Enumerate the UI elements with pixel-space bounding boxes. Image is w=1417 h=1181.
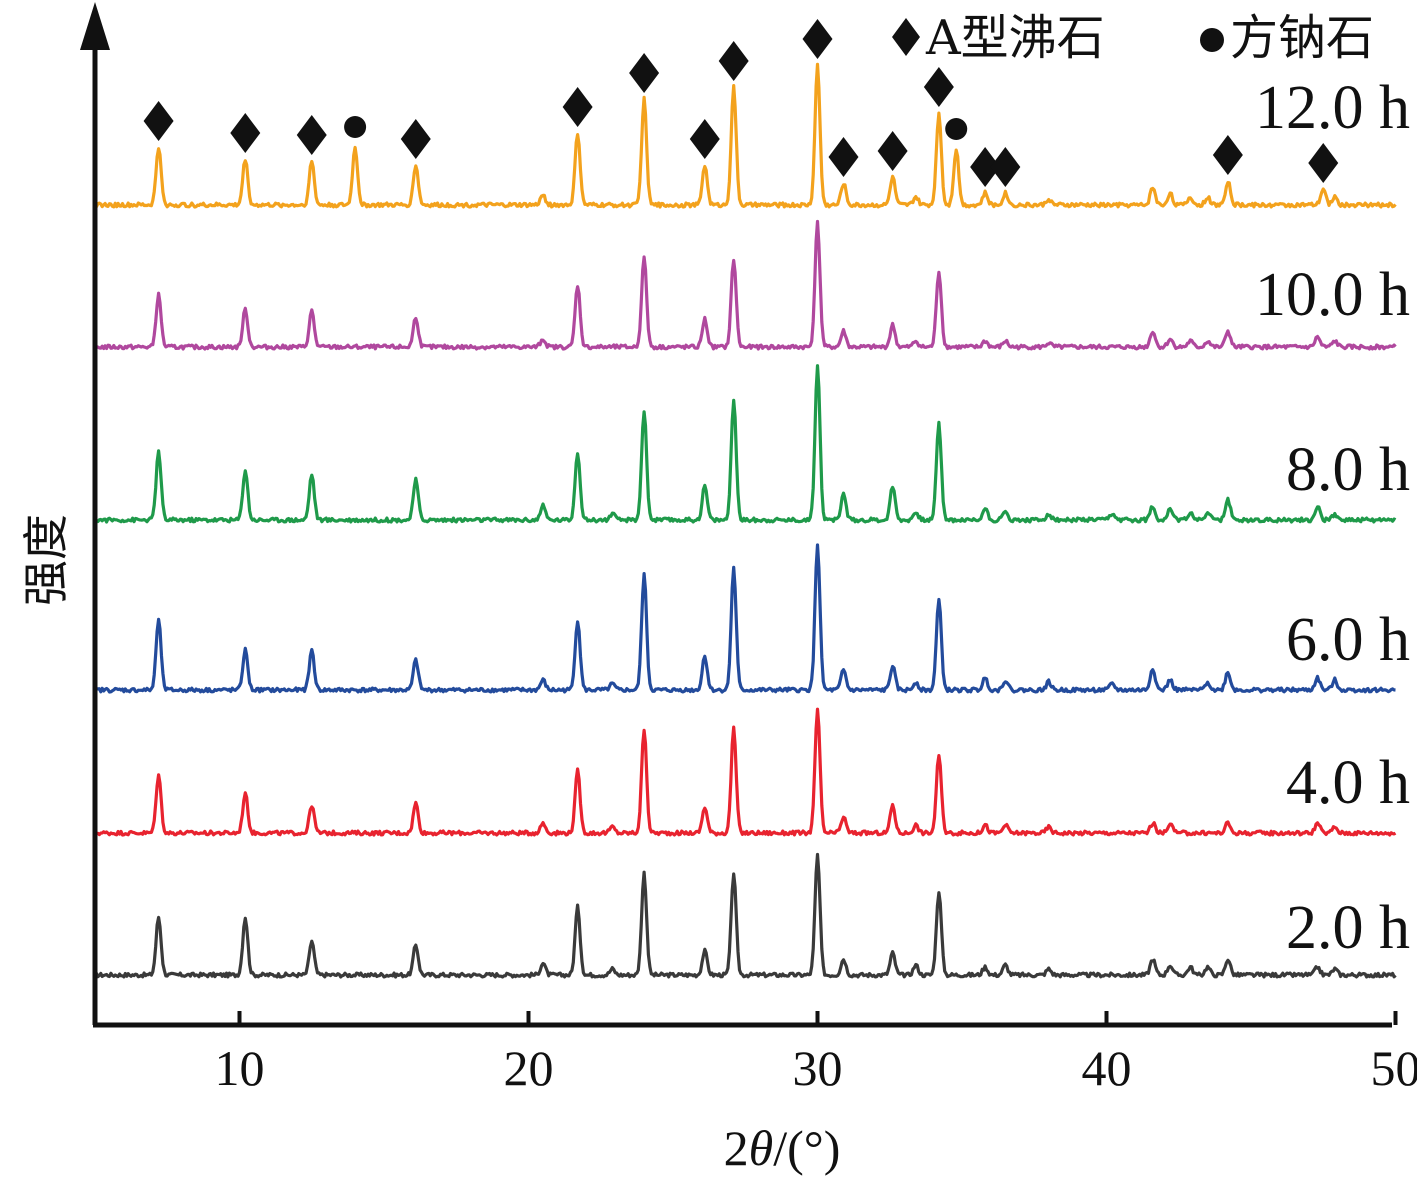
zeolite-a-marker-icon bbox=[990, 147, 1021, 187]
marker-group bbox=[143, 19, 1339, 187]
x-tick-label-30: 30 bbox=[793, 1040, 843, 1096]
series-label-2-0-h: 2.0 h bbox=[1286, 894, 1410, 962]
zeolite-a-marker-icon bbox=[718, 41, 749, 81]
series-label-12-0-h: 12.0 h bbox=[1255, 74, 1410, 142]
zeolite-a-marker-icon bbox=[802, 19, 833, 59]
axes bbox=[80, 2, 1392, 1028]
legend-label-sodalite: 方钠石 bbox=[1230, 10, 1374, 66]
series-label-4-0-h: 4.0 h bbox=[1286, 749, 1410, 817]
zeolite-a-marker-icon bbox=[828, 137, 859, 177]
series-line-12-0-h bbox=[94, 62, 1397, 209]
zeolite-a-marker-icon bbox=[230, 113, 261, 153]
zeolite-a-marker-icon bbox=[1212, 135, 1243, 175]
legend: A型沸石 方钠石 bbox=[892, 10, 1374, 66]
x-tick-label-50: 50 bbox=[1371, 1040, 1417, 1096]
series-labels: 2.0 h 4.0 h 6.0 h 8.0 h 10.0 h 12.0 h bbox=[1255, 74, 1410, 962]
zeolite-a-marker-icon bbox=[1308, 143, 1339, 183]
x-ticks: 10 20 30 40 50 bbox=[215, 1011, 1417, 1096]
zeolite-a-marker-icon bbox=[689, 119, 720, 159]
zeolite-a-marker-icon bbox=[877, 131, 908, 171]
legend-label-zeolite-a: A型沸石 bbox=[925, 10, 1105, 66]
zeolite-a-marker-icon bbox=[970, 147, 1001, 187]
y-axis-title: 强度 bbox=[19, 514, 73, 606]
legend-circle-icon bbox=[1200, 28, 1224, 52]
legend-diamond-icon bbox=[892, 18, 920, 56]
x-axis-title: 2θ/(°) bbox=[724, 1120, 841, 1176]
zeolite-a-marker-icon bbox=[629, 53, 660, 93]
zeolite-a-marker-icon bbox=[923, 67, 954, 107]
x-tick-label-10: 10 bbox=[215, 1040, 265, 1096]
zeolite-a-marker-icon bbox=[296, 115, 327, 155]
x-tick-label-40: 40 bbox=[1082, 1040, 1132, 1096]
series-line-8-0-h bbox=[93, 364, 1397, 524]
series-line-10-0-h bbox=[93, 219, 1397, 351]
series-label-10-0-h: 10.0 h bbox=[1255, 261, 1410, 329]
series-line-6-0-h bbox=[94, 543, 1396, 694]
zeolite-a-marker-icon bbox=[143, 101, 174, 141]
sodalite-marker-icon bbox=[945, 118, 968, 140]
sodalite-marker-icon bbox=[344, 116, 367, 138]
series-label-8-0-h: 8.0 h bbox=[1286, 436, 1410, 504]
series-line-2-0-h bbox=[94, 852, 1397, 979]
zeolite-a-marker-icon bbox=[400, 119, 431, 159]
y-axis-arrow-icon bbox=[80, 2, 110, 50]
series-group bbox=[93, 62, 1397, 979]
series-line-4-0-h bbox=[93, 707, 1397, 837]
zeolite-a-marker-icon bbox=[562, 87, 593, 127]
series-label-6-0-h: 6.0 h bbox=[1286, 606, 1410, 674]
x-tick-label-20: 20 bbox=[504, 1040, 554, 1096]
